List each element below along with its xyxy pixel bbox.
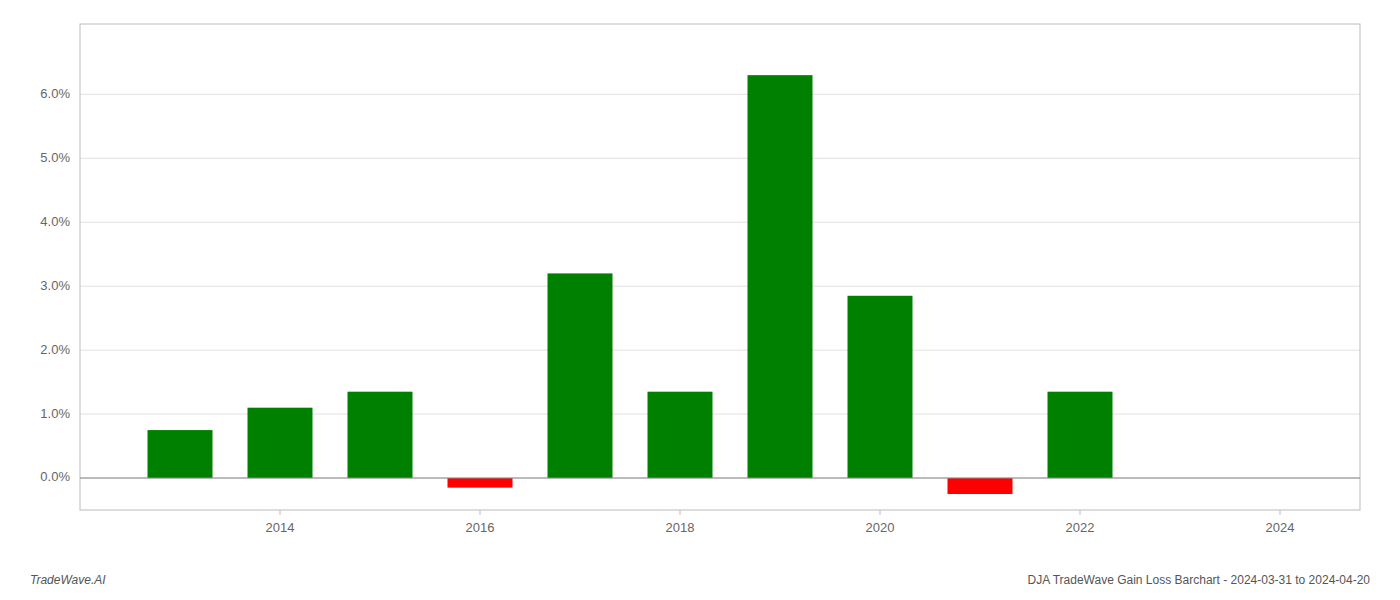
- grid-line: [80, 222, 1360, 223]
- x-tick: [1280, 510, 1281, 515]
- bar: [448, 478, 513, 488]
- y-tick-label: 4.0%: [40, 214, 70, 229]
- bar: [248, 408, 313, 478]
- x-tick: [1080, 510, 1081, 515]
- title: DJA TradeWave Gain Loss Barchart - 2024-…: [1028, 573, 1371, 587]
- grid-line: [80, 478, 1360, 479]
- watermark: TradeWave.AI: [30, 573, 106, 587]
- bar: [348, 392, 413, 478]
- y-tick-label: 1.0%: [40, 406, 70, 421]
- x-tick-label: 2018: [666, 520, 695, 535]
- grid-line: [80, 286, 1360, 287]
- x-tick-label: 2020: [866, 520, 895, 535]
- bar: [548, 273, 613, 478]
- x-axis: 2014 2016 2018 2020 2022 2024: [266, 510, 1295, 535]
- background: [0, 0, 1400, 600]
- plot-frame: [80, 24, 1360, 510]
- bar: [748, 75, 813, 478]
- zero-line: [80, 478, 1360, 479]
- x-tick: [280, 510, 281, 515]
- y-tick-label: 5.0%: [40, 150, 70, 165]
- grid: [80, 94, 1360, 478]
- x-tick: [680, 510, 681, 515]
- bar: [648, 392, 713, 478]
- y-axis: 0.0% 1.0% 2.0% 3.0% 4.0% 5.0% 6.0%: [40, 86, 70, 485]
- x-tick-label: 2022: [1066, 520, 1095, 535]
- x-tick: [480, 510, 481, 515]
- x-tick-label: 2014: [266, 520, 295, 535]
- bar: [1048, 392, 1113, 478]
- bar: [148, 430, 213, 478]
- y-tick-label: 3.0%: [40, 278, 70, 293]
- x-tick-label: 2024: [1266, 520, 1295, 535]
- grid-line: [80, 94, 1360, 95]
- bar: [848, 296, 913, 478]
- x-tick: [880, 510, 881, 515]
- chart: 0.0% 1.0% 2.0% 3.0% 4.0% 5.0% 6.0% 2014 2016 2018…: [0, 0, 1400, 600]
- x-tick-label: 2016: [466, 520, 495, 535]
- y-tick-label: 0.0%: [40, 469, 70, 484]
- grid-line: [80, 158, 1360, 159]
- bar: [948, 478, 1013, 494]
- grid-line: [80, 350, 1360, 351]
- chart-container: 0.0% 1.0% 2.0% 3.0% 4.0% 5.0% 6.0% 2014 2016 2018…: [0, 0, 1400, 600]
- bars: [148, 75, 1113, 494]
- y-tick-label: 6.0%: [40, 86, 70, 101]
- y-tick-label: 2.0%: [40, 342, 70, 357]
